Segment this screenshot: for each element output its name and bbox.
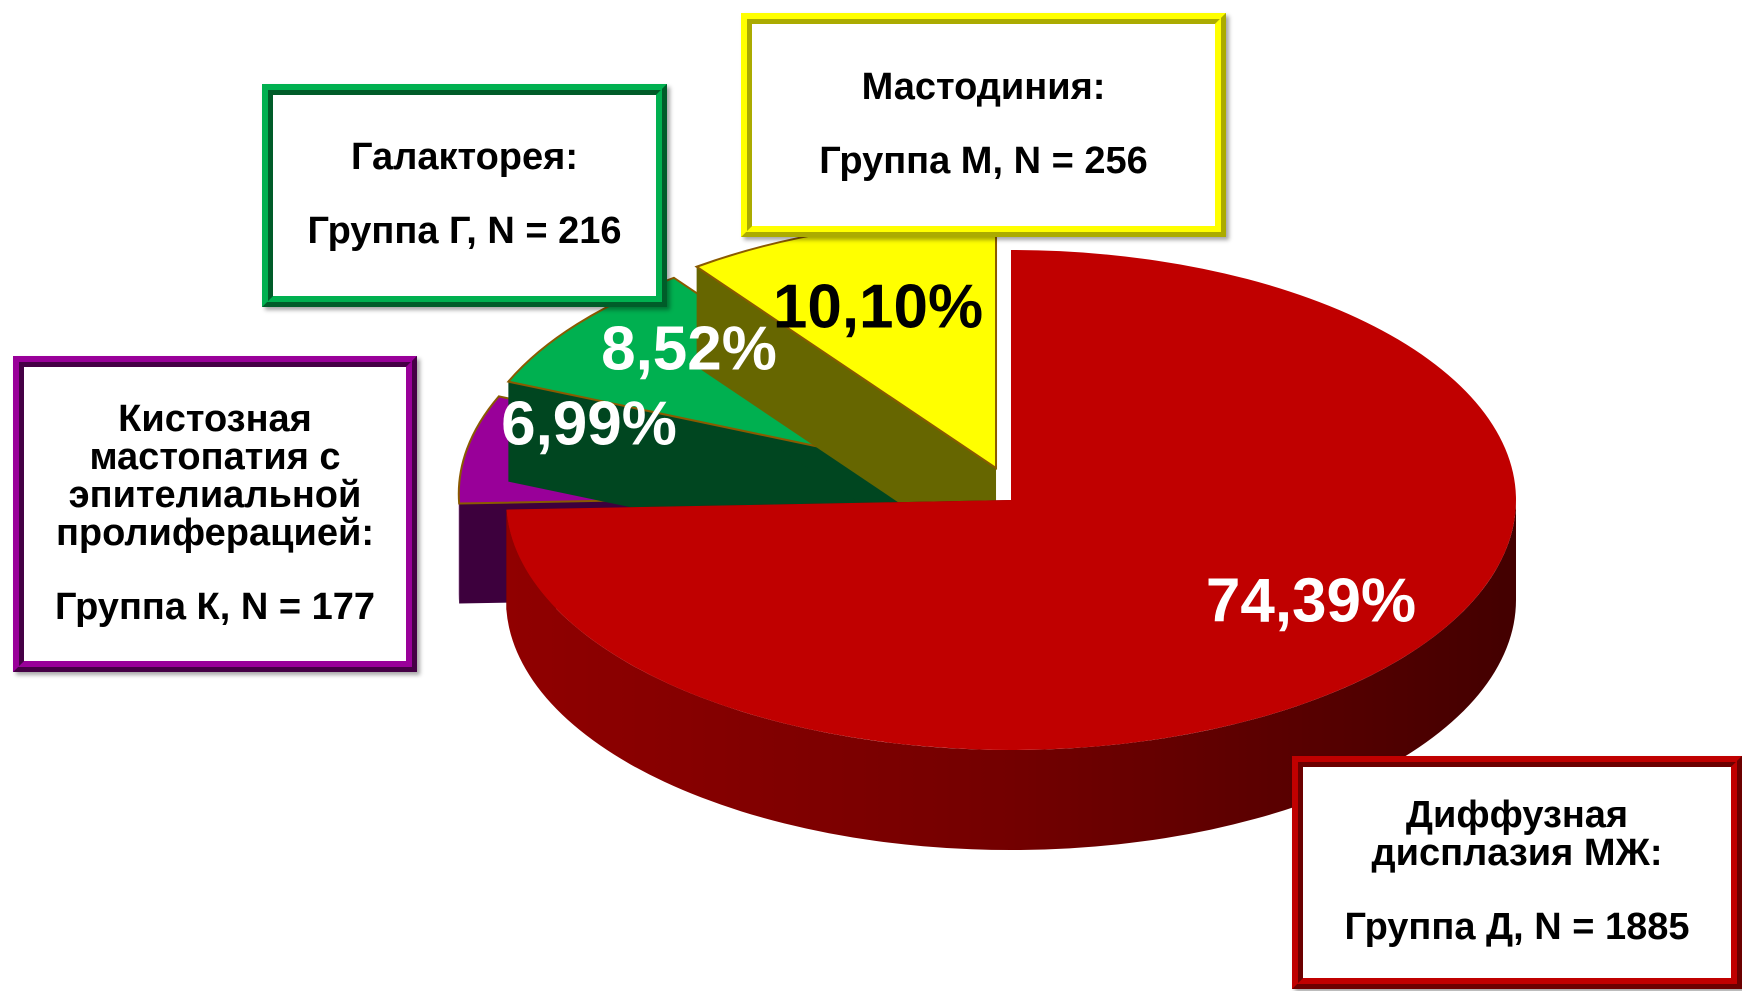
callout-group: Группа К, N = 177	[55, 585, 375, 628]
callout-title: Кистозная мастопатия с эпителиальной про…	[55, 397, 375, 554]
callout-group: Группа Д, N = 1885	[1344, 906, 1690, 948]
callout: Диффузная дисплазия МЖ: Группа Д, N = 18…	[1292, 756, 1742, 989]
callout: Мастодиния: Группа М, N = 256	[741, 13, 1226, 237]
data-label: 74,39%	[1206, 566, 1416, 635]
callout: Кистозная мастопатия с эпителиальной про…	[13, 356, 417, 672]
callout-title: Диффузная дисплазия МЖ:	[1371, 794, 1663, 874]
slice-face	[696, 266, 997, 569]
callout: Галакторея: Группа Г, N = 216	[262, 84, 667, 307]
data-label: 10,10%	[773, 272, 983, 341]
slice-side	[506, 500, 1517, 851]
callout-group: Группа Г, N = 216	[307, 210, 622, 252]
data-label: 8,52%	[601, 314, 777, 383]
callout-title: Мастодиния:	[861, 65, 1106, 108]
slice	[506, 250, 1517, 750]
data-label: 6,99%	[501, 389, 677, 458]
callout-group: Группа М, N = 256	[819, 139, 1148, 182]
callout-title: Галакторея:	[351, 136, 578, 178]
